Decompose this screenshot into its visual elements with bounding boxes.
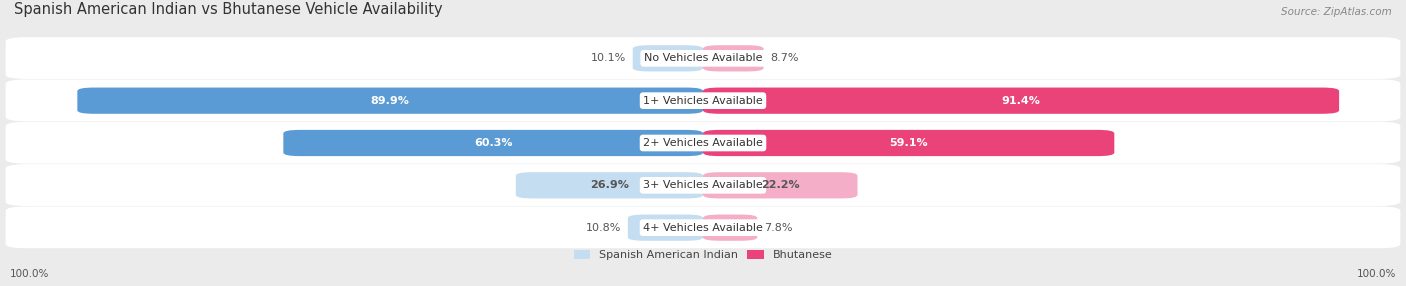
FancyBboxPatch shape [703,88,1339,114]
Text: 3+ Vehicles Available: 3+ Vehicles Available [643,180,763,190]
Text: 7.8%: 7.8% [765,223,793,233]
Text: 26.9%: 26.9% [591,180,628,190]
Text: 8.7%: 8.7% [770,53,799,63]
Text: Spanish American Indian vs Bhutanese Vehicle Availability: Spanish American Indian vs Bhutanese Veh… [14,2,443,17]
Text: 100.0%: 100.0% [1357,269,1396,279]
FancyBboxPatch shape [703,172,858,198]
FancyBboxPatch shape [6,80,1400,121]
FancyBboxPatch shape [6,206,1400,248]
FancyBboxPatch shape [703,214,758,241]
Text: 1+ Vehicles Available: 1+ Vehicles Available [643,96,763,106]
FancyBboxPatch shape [284,130,703,156]
Text: No Vehicles Available: No Vehicles Available [644,53,762,63]
FancyBboxPatch shape [633,45,703,72]
FancyBboxPatch shape [516,172,703,198]
Text: 60.3%: 60.3% [474,138,512,148]
Text: 89.9%: 89.9% [371,96,409,106]
FancyBboxPatch shape [6,122,1400,164]
Text: 10.1%: 10.1% [591,53,626,63]
FancyBboxPatch shape [703,45,763,72]
Text: 10.8%: 10.8% [585,223,621,233]
Text: 100.0%: 100.0% [10,269,49,279]
FancyBboxPatch shape [6,37,1400,79]
Text: 91.4%: 91.4% [1001,96,1040,106]
Legend: Spanish American Indian, Bhutanese: Spanish American Indian, Bhutanese [574,250,832,261]
FancyBboxPatch shape [6,164,1400,206]
Text: 22.2%: 22.2% [761,180,800,190]
Text: 59.1%: 59.1% [890,138,928,148]
FancyBboxPatch shape [77,88,703,114]
FancyBboxPatch shape [628,214,703,241]
Text: Source: ZipAtlas.com: Source: ZipAtlas.com [1281,7,1392,17]
Text: 2+ Vehicles Available: 2+ Vehicles Available [643,138,763,148]
Text: 4+ Vehicles Available: 4+ Vehicles Available [643,223,763,233]
FancyBboxPatch shape [703,130,1115,156]
